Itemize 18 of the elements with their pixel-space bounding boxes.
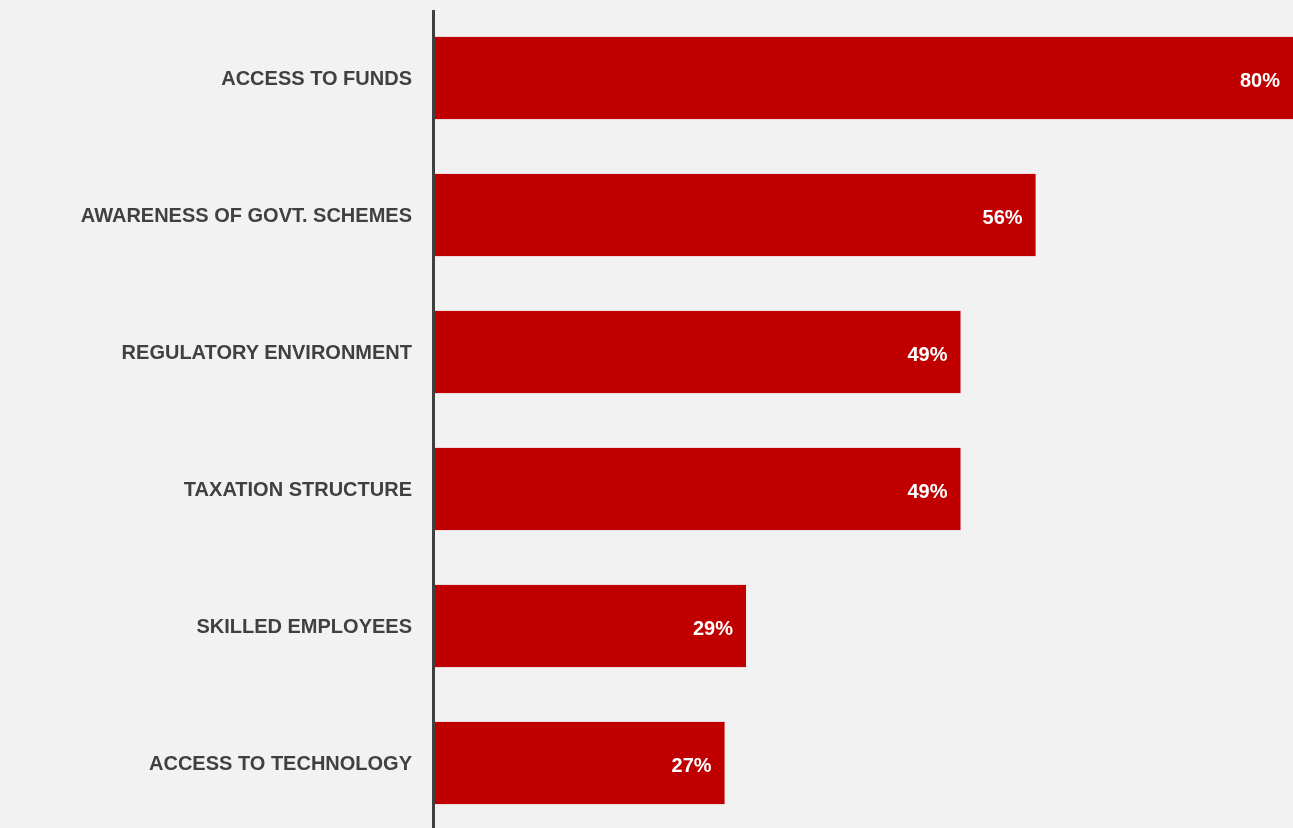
y-tick-label: TAXATION STRUCTURE <box>183 478 412 500</box>
y-tick-label: ACCESS TO TECHNOLOGY <box>149 752 413 774</box>
bar <box>435 36 1293 120</box>
y-tick-label: ACCESS TO FUNDS <box>221 67 412 89</box>
data-label: 27% <box>671 754 712 776</box>
data-label: 56% <box>982 206 1023 228</box>
bar <box>435 721 725 805</box>
data-label: 29% <box>692 617 734 639</box>
data-label: 49% <box>907 343 948 365</box>
data-label: 49% <box>907 480 948 502</box>
y-tick-label: REGULATORY ENVIRONMENT <box>121 341 412 363</box>
bar <box>435 447 961 531</box>
data-label: 80% <box>1239 69 1281 91</box>
y-tick-label: AWARENESS OF GOVT. SCHEMES <box>80 204 412 226</box>
bar <box>435 173 1036 257</box>
bar <box>435 310 961 394</box>
bar <box>435 584 747 668</box>
y-tick-label: SKILLED EMPLOYEES <box>196 615 412 637</box>
